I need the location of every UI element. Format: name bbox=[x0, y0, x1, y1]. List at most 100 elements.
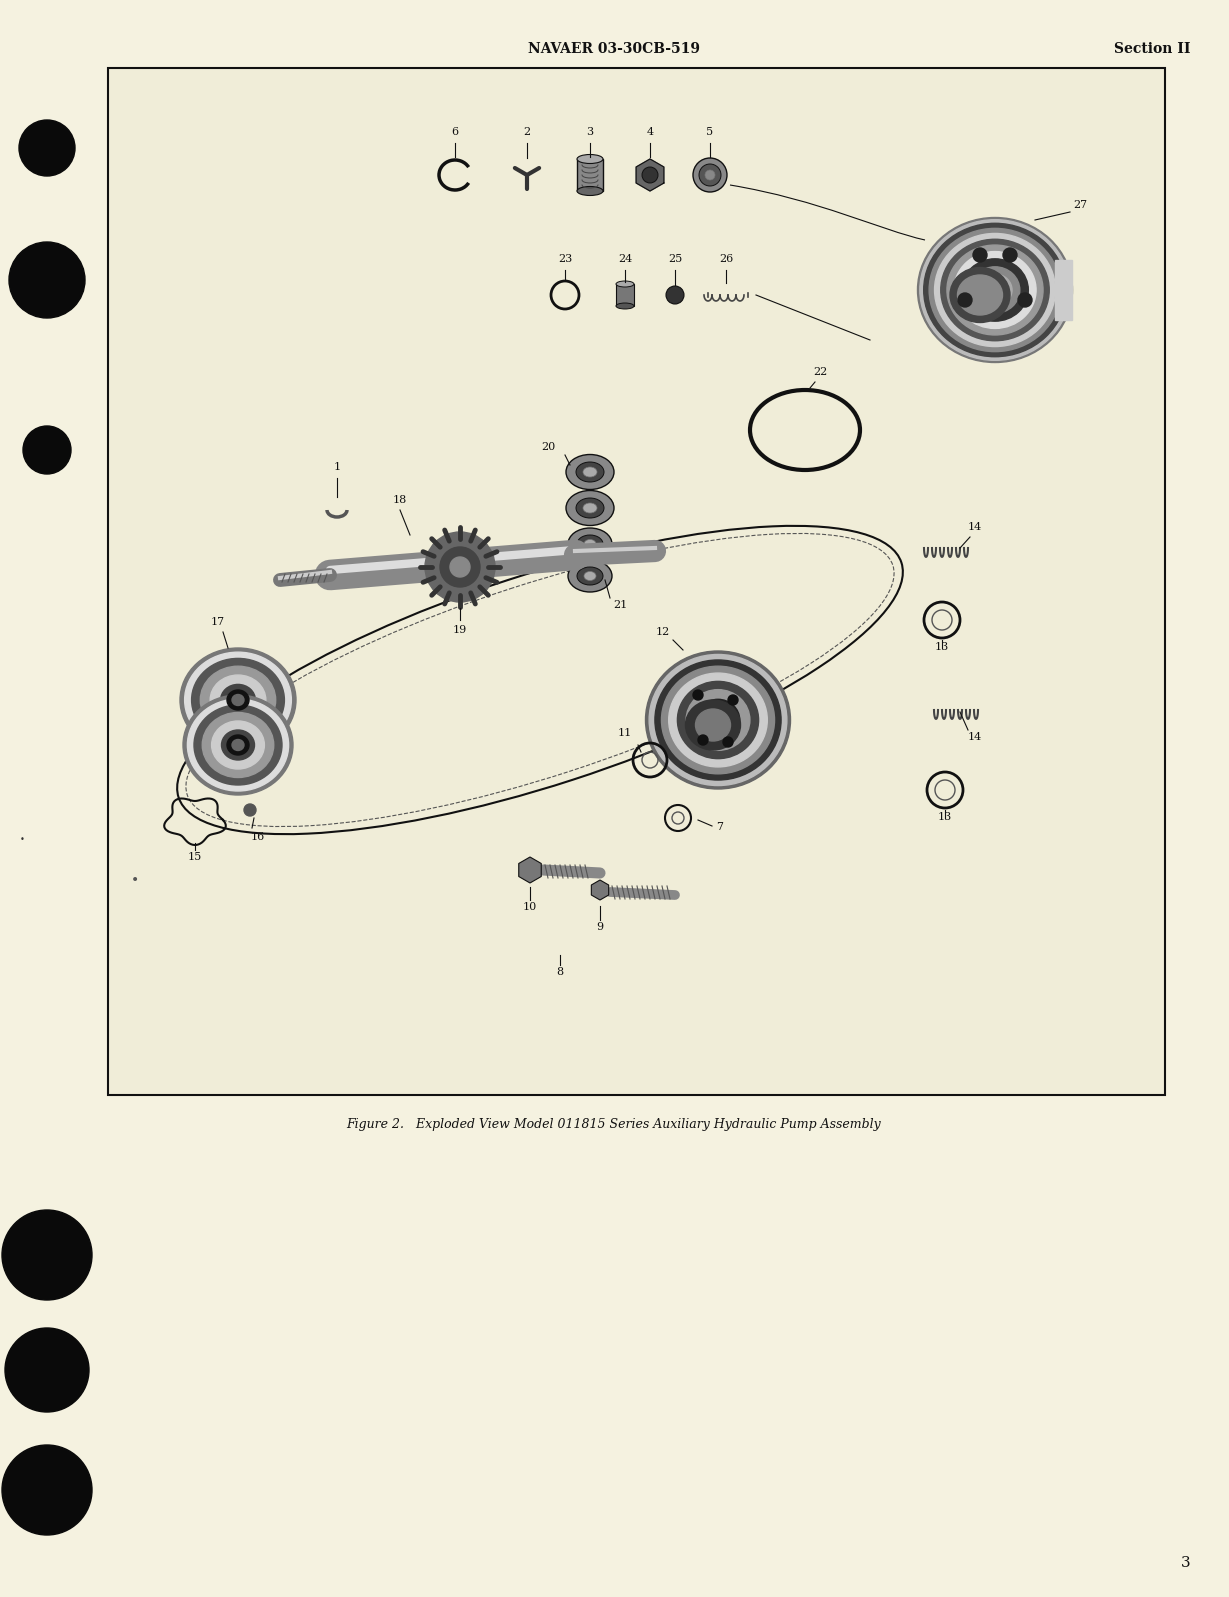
Text: 12: 12 bbox=[656, 628, 670, 637]
Circle shape bbox=[2, 1211, 92, 1300]
Ellipse shape bbox=[227, 690, 249, 711]
Ellipse shape bbox=[576, 155, 603, 163]
Ellipse shape bbox=[184, 652, 291, 747]
Ellipse shape bbox=[567, 490, 614, 525]
Ellipse shape bbox=[924, 224, 1067, 356]
Text: 20: 20 bbox=[541, 442, 556, 452]
Text: •: • bbox=[130, 874, 139, 886]
Circle shape bbox=[699, 164, 721, 185]
Ellipse shape bbox=[649, 655, 787, 786]
Bar bbox=[616, 284, 634, 307]
Ellipse shape bbox=[686, 699, 741, 751]
Ellipse shape bbox=[645, 652, 790, 789]
Ellipse shape bbox=[576, 187, 603, 195]
Text: 21: 21 bbox=[613, 600, 627, 610]
Circle shape bbox=[245, 803, 256, 816]
Ellipse shape bbox=[227, 735, 249, 755]
Circle shape bbox=[1003, 248, 1018, 262]
Ellipse shape bbox=[583, 466, 597, 478]
Text: 14: 14 bbox=[968, 522, 982, 532]
Text: 7: 7 bbox=[717, 822, 724, 832]
Text: 6: 6 bbox=[451, 128, 458, 137]
Ellipse shape bbox=[584, 540, 596, 548]
Text: 11: 11 bbox=[618, 728, 632, 738]
Ellipse shape bbox=[187, 699, 289, 791]
Text: Figure 2.   Exploded View Model 011815 Series Auxiliary Hydraulic Pump Assembly: Figure 2. Exploded View Model 011815 Ser… bbox=[347, 1118, 881, 1131]
Ellipse shape bbox=[986, 281, 1004, 299]
Text: 18: 18 bbox=[393, 495, 407, 505]
Text: 15: 15 bbox=[188, 853, 202, 862]
Ellipse shape bbox=[211, 720, 264, 770]
Text: 22: 22 bbox=[812, 367, 827, 377]
Ellipse shape bbox=[203, 712, 274, 778]
Ellipse shape bbox=[655, 660, 782, 779]
Circle shape bbox=[973, 248, 987, 262]
Polygon shape bbox=[637, 160, 664, 192]
Ellipse shape bbox=[179, 648, 296, 752]
Circle shape bbox=[693, 690, 703, 699]
Circle shape bbox=[1018, 292, 1032, 307]
Circle shape bbox=[957, 292, 972, 307]
Ellipse shape bbox=[661, 666, 774, 775]
Text: 24: 24 bbox=[618, 254, 632, 264]
Text: 25: 25 bbox=[667, 254, 682, 264]
Ellipse shape bbox=[200, 666, 275, 733]
Ellipse shape bbox=[677, 682, 758, 759]
Ellipse shape bbox=[568, 529, 612, 561]
Ellipse shape bbox=[616, 281, 634, 287]
Ellipse shape bbox=[686, 690, 750, 751]
Circle shape bbox=[2, 1445, 92, 1535]
Text: 8: 8 bbox=[557, 968, 564, 977]
Ellipse shape bbox=[948, 244, 1043, 335]
Text: 23: 23 bbox=[558, 254, 573, 264]
Text: 14: 14 bbox=[968, 731, 982, 743]
Ellipse shape bbox=[961, 259, 1029, 321]
Ellipse shape bbox=[918, 217, 1073, 363]
Text: 3: 3 bbox=[586, 128, 594, 137]
Ellipse shape bbox=[567, 455, 614, 490]
Circle shape bbox=[705, 169, 715, 180]
Ellipse shape bbox=[194, 704, 281, 786]
Text: 27: 27 bbox=[1073, 200, 1088, 209]
Ellipse shape bbox=[576, 535, 603, 553]
Text: •: • bbox=[20, 835, 25, 845]
Ellipse shape bbox=[232, 695, 245, 706]
Ellipse shape bbox=[697, 699, 740, 741]
Text: 4: 4 bbox=[646, 128, 654, 137]
Bar bbox=[108, 69, 1165, 1096]
Ellipse shape bbox=[919, 220, 1070, 361]
Ellipse shape bbox=[568, 561, 612, 592]
Circle shape bbox=[728, 695, 737, 704]
Text: 19: 19 bbox=[452, 624, 467, 636]
Ellipse shape bbox=[583, 503, 597, 513]
Ellipse shape bbox=[584, 572, 596, 580]
Text: 17: 17 bbox=[211, 616, 225, 628]
Circle shape bbox=[23, 426, 71, 474]
Text: 13: 13 bbox=[935, 642, 949, 652]
Circle shape bbox=[450, 557, 469, 577]
Ellipse shape bbox=[576, 462, 603, 482]
Ellipse shape bbox=[616, 303, 634, 308]
Text: Section II: Section II bbox=[1113, 42, 1190, 56]
Circle shape bbox=[425, 532, 495, 602]
Ellipse shape bbox=[950, 268, 1010, 323]
Ellipse shape bbox=[669, 672, 767, 767]
Ellipse shape bbox=[192, 658, 284, 741]
Circle shape bbox=[642, 168, 658, 184]
Text: 2: 2 bbox=[524, 128, 531, 137]
Circle shape bbox=[666, 286, 685, 303]
Ellipse shape bbox=[229, 736, 248, 754]
Circle shape bbox=[5, 1329, 88, 1412]
Text: 3: 3 bbox=[1180, 1555, 1190, 1570]
Circle shape bbox=[698, 735, 708, 744]
Ellipse shape bbox=[934, 233, 1056, 347]
Text: 1: 1 bbox=[333, 462, 340, 473]
Circle shape bbox=[18, 120, 75, 176]
Ellipse shape bbox=[210, 676, 265, 725]
Ellipse shape bbox=[696, 709, 730, 741]
Ellipse shape bbox=[232, 739, 245, 751]
Ellipse shape bbox=[954, 252, 1036, 329]
Ellipse shape bbox=[978, 275, 1011, 307]
Circle shape bbox=[723, 736, 732, 747]
Circle shape bbox=[693, 158, 728, 192]
